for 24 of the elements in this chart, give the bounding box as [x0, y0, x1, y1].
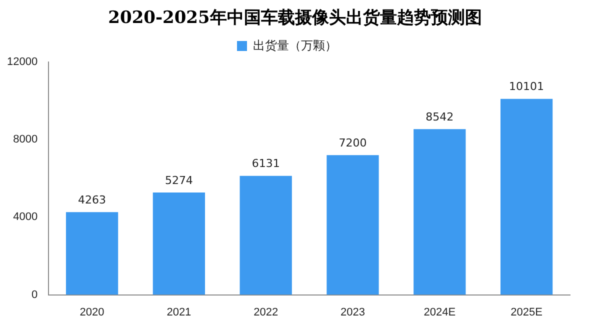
- bar: [326, 155, 379, 295]
- x-tick-label: 2023: [340, 306, 365, 318]
- bar: [500, 98, 553, 295]
- bar: [240, 176, 292, 295]
- data-label: 8542: [426, 110, 454, 124]
- legend-label: 出货量（万颗）: [253, 38, 337, 52]
- bar: [152, 192, 206, 295]
- bar: [414, 129, 466, 295]
- y-tick-label: 0: [31, 288, 38, 301]
- x-tick-label: 2021: [166, 306, 192, 318]
- bar: [66, 212, 118, 295]
- x-tick-label: 2020: [80, 306, 104, 318]
- data-label: 10101: [509, 80, 544, 94]
- data-label: 4263: [78, 193, 106, 206]
- x-tick-label: 2022: [254, 306, 278, 318]
- chart-title: 2020-2025年中国车载摄像头出货量趋势预测图: [107, 7, 483, 29]
- y-tick-label: 8000: [13, 134, 38, 146]
- y-tick-label: 4000: [13, 211, 38, 224]
- data-label: 5274: [164, 174, 193, 187]
- x-tick-label: 2025E: [510, 306, 542, 318]
- y-tick-label: 12000: [6, 56, 38, 68]
- data-label: 6131: [252, 157, 280, 170]
- data-label: 7200: [338, 136, 367, 150]
- x-tick-label: 2024E: [424, 306, 456, 318]
